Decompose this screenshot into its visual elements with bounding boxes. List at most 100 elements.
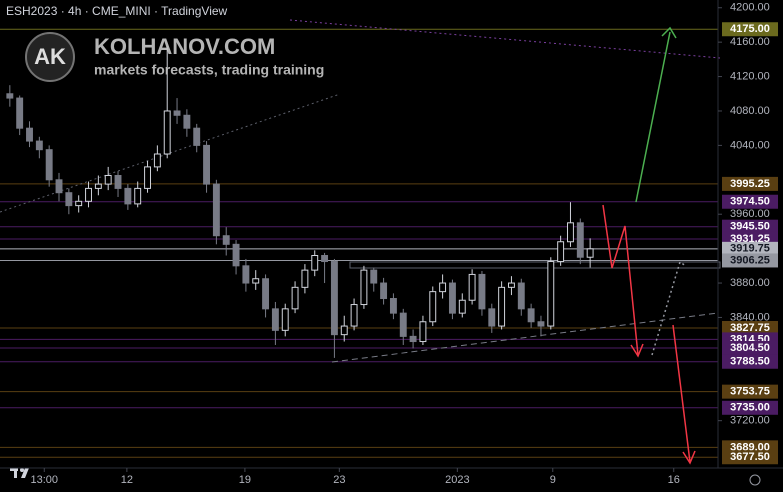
- candle-body: [498, 286, 506, 327]
- candle-body: [537, 321, 545, 327]
- level-box: [722, 400, 778, 415]
- candle-body: [26, 127, 33, 142]
- candle-body: [45, 149, 53, 181]
- candle-body: [252, 278, 260, 284]
- candle-body: [193, 127, 201, 146]
- candle-body: [409, 335, 417, 343]
- level-box: [722, 219, 778, 234]
- level-box: [722, 450, 778, 465]
- candle-body: [35, 140, 43, 151]
- candle-body: [370, 269, 378, 284]
- candle-body: [429, 291, 437, 323]
- candle-body: [163, 110, 171, 155]
- candle-body: [232, 243, 240, 267]
- candle-body: [271, 308, 279, 331]
- y-tick-label: 4080.00: [730, 105, 770, 117]
- level-label: 4175.00: [730, 23, 770, 35]
- candle-body: [468, 273, 476, 301]
- candle-body: [124, 187, 132, 205]
- down-arrow: [672, 324, 691, 463]
- candle-body: [586, 248, 594, 258]
- brand-name: KOLHANOV.COM: [94, 34, 275, 59]
- level-box: [722, 320, 778, 335]
- y-tick-label: 3880.00: [730, 277, 770, 289]
- level-box: [722, 176, 778, 191]
- candle-body: [321, 255, 329, 263]
- x-tick-label: 23: [333, 474, 345, 486]
- candle-body: [547, 261, 555, 327]
- candle-body: [281, 308, 289, 331]
- trend-line: [331, 312, 719, 363]
- candle-body: [173, 110, 181, 116]
- candle-body: [85, 187, 92, 202]
- level-label: 3753.75: [730, 386, 770, 398]
- candle-body: [16, 97, 24, 129]
- y-tick-label: 3720.00: [730, 415, 770, 427]
- candle-body: [203, 144, 210, 185]
- candle-body: [488, 308, 496, 327]
- y-tick-label: 3960.00: [730, 208, 770, 220]
- candle-body: [212, 183, 220, 237]
- x-tick-label: 13:00: [30, 474, 58, 486]
- brand-tagline: markets forecasts, trading training: [94, 62, 324, 78]
- candle-body: [350, 304, 358, 327]
- logo-badge: AK: [34, 44, 66, 69]
- candle-body: [380, 282, 388, 300]
- candles: [6, 46, 594, 358]
- y-tick-label: 4200.00: [730, 2, 770, 14]
- x-tick-label: 12: [121, 474, 133, 486]
- level-box: [722, 384, 778, 399]
- up-arrow: [635, 31, 671, 203]
- level-label: 3945.50: [730, 221, 770, 233]
- candle-body: [458, 299, 466, 314]
- arrow-head: [661, 26, 677, 39]
- candle-body: [311, 255, 319, 271]
- x-tick-label: 19: [239, 474, 251, 486]
- candle-body: [6, 93, 14, 99]
- projection: [651, 260, 687, 356]
- level-label: 3827.75: [730, 322, 770, 334]
- settings-icon[interactable]: [749, 474, 761, 486]
- axes: 4200.00 4160.00 4120.00 4080.00 4040.00 3960.…: [30, 2, 778, 486]
- level-label: 3995.25: [730, 178, 770, 190]
- logo: [25, 32, 75, 82]
- candle-body: [478, 273, 486, 310]
- level-label: 3788.50: [730, 356, 770, 368]
- level-label: 3804.50: [730, 342, 770, 354]
- candle-body: [527, 308, 535, 323]
- candle-body: [153, 153, 161, 168]
- candle-body: [144, 166, 151, 189]
- level-box: [722, 340, 778, 355]
- candle-body: [222, 235, 230, 245]
- candle-body: [567, 222, 574, 243]
- candle-body: [419, 321, 427, 343]
- y-tick-label: 4120.00: [730, 70, 770, 82]
- candle-body: [448, 282, 456, 314]
- y-tick-label: 3840.00: [730, 311, 770, 323]
- candle-body: [65, 192, 73, 207]
- range-box: [349, 261, 721, 269]
- level-box: [722, 194, 778, 209]
- candle-body: [439, 282, 447, 293]
- candle-body: [183, 114, 191, 129]
- level-box: [722, 253, 778, 268]
- y-tick-label: 4040.00: [730, 139, 770, 151]
- level-box: [722, 241, 778, 256]
- candle-body: [576, 222, 584, 258]
- candle-body: [557, 241, 565, 263]
- level-label: 3677.50: [730, 451, 770, 463]
- zigzag-arrow: [602, 204, 639, 356]
- arrow-head: [682, 450, 696, 465]
- arrow-head: [630, 343, 644, 358]
- candle-body: [389, 298, 397, 314]
- candle-body: [399, 312, 407, 337]
- candle-body: [94, 183, 102, 189]
- level-label: 3919.75: [730, 243, 770, 255]
- x-tick-label: 9: [550, 474, 556, 486]
- candle-body: [114, 175, 122, 189]
- x-tick-label: 16: [668, 474, 680, 486]
- candle-body: [55, 179, 63, 194]
- candle-body: [262, 278, 270, 310]
- level-box: [722, 354, 778, 369]
